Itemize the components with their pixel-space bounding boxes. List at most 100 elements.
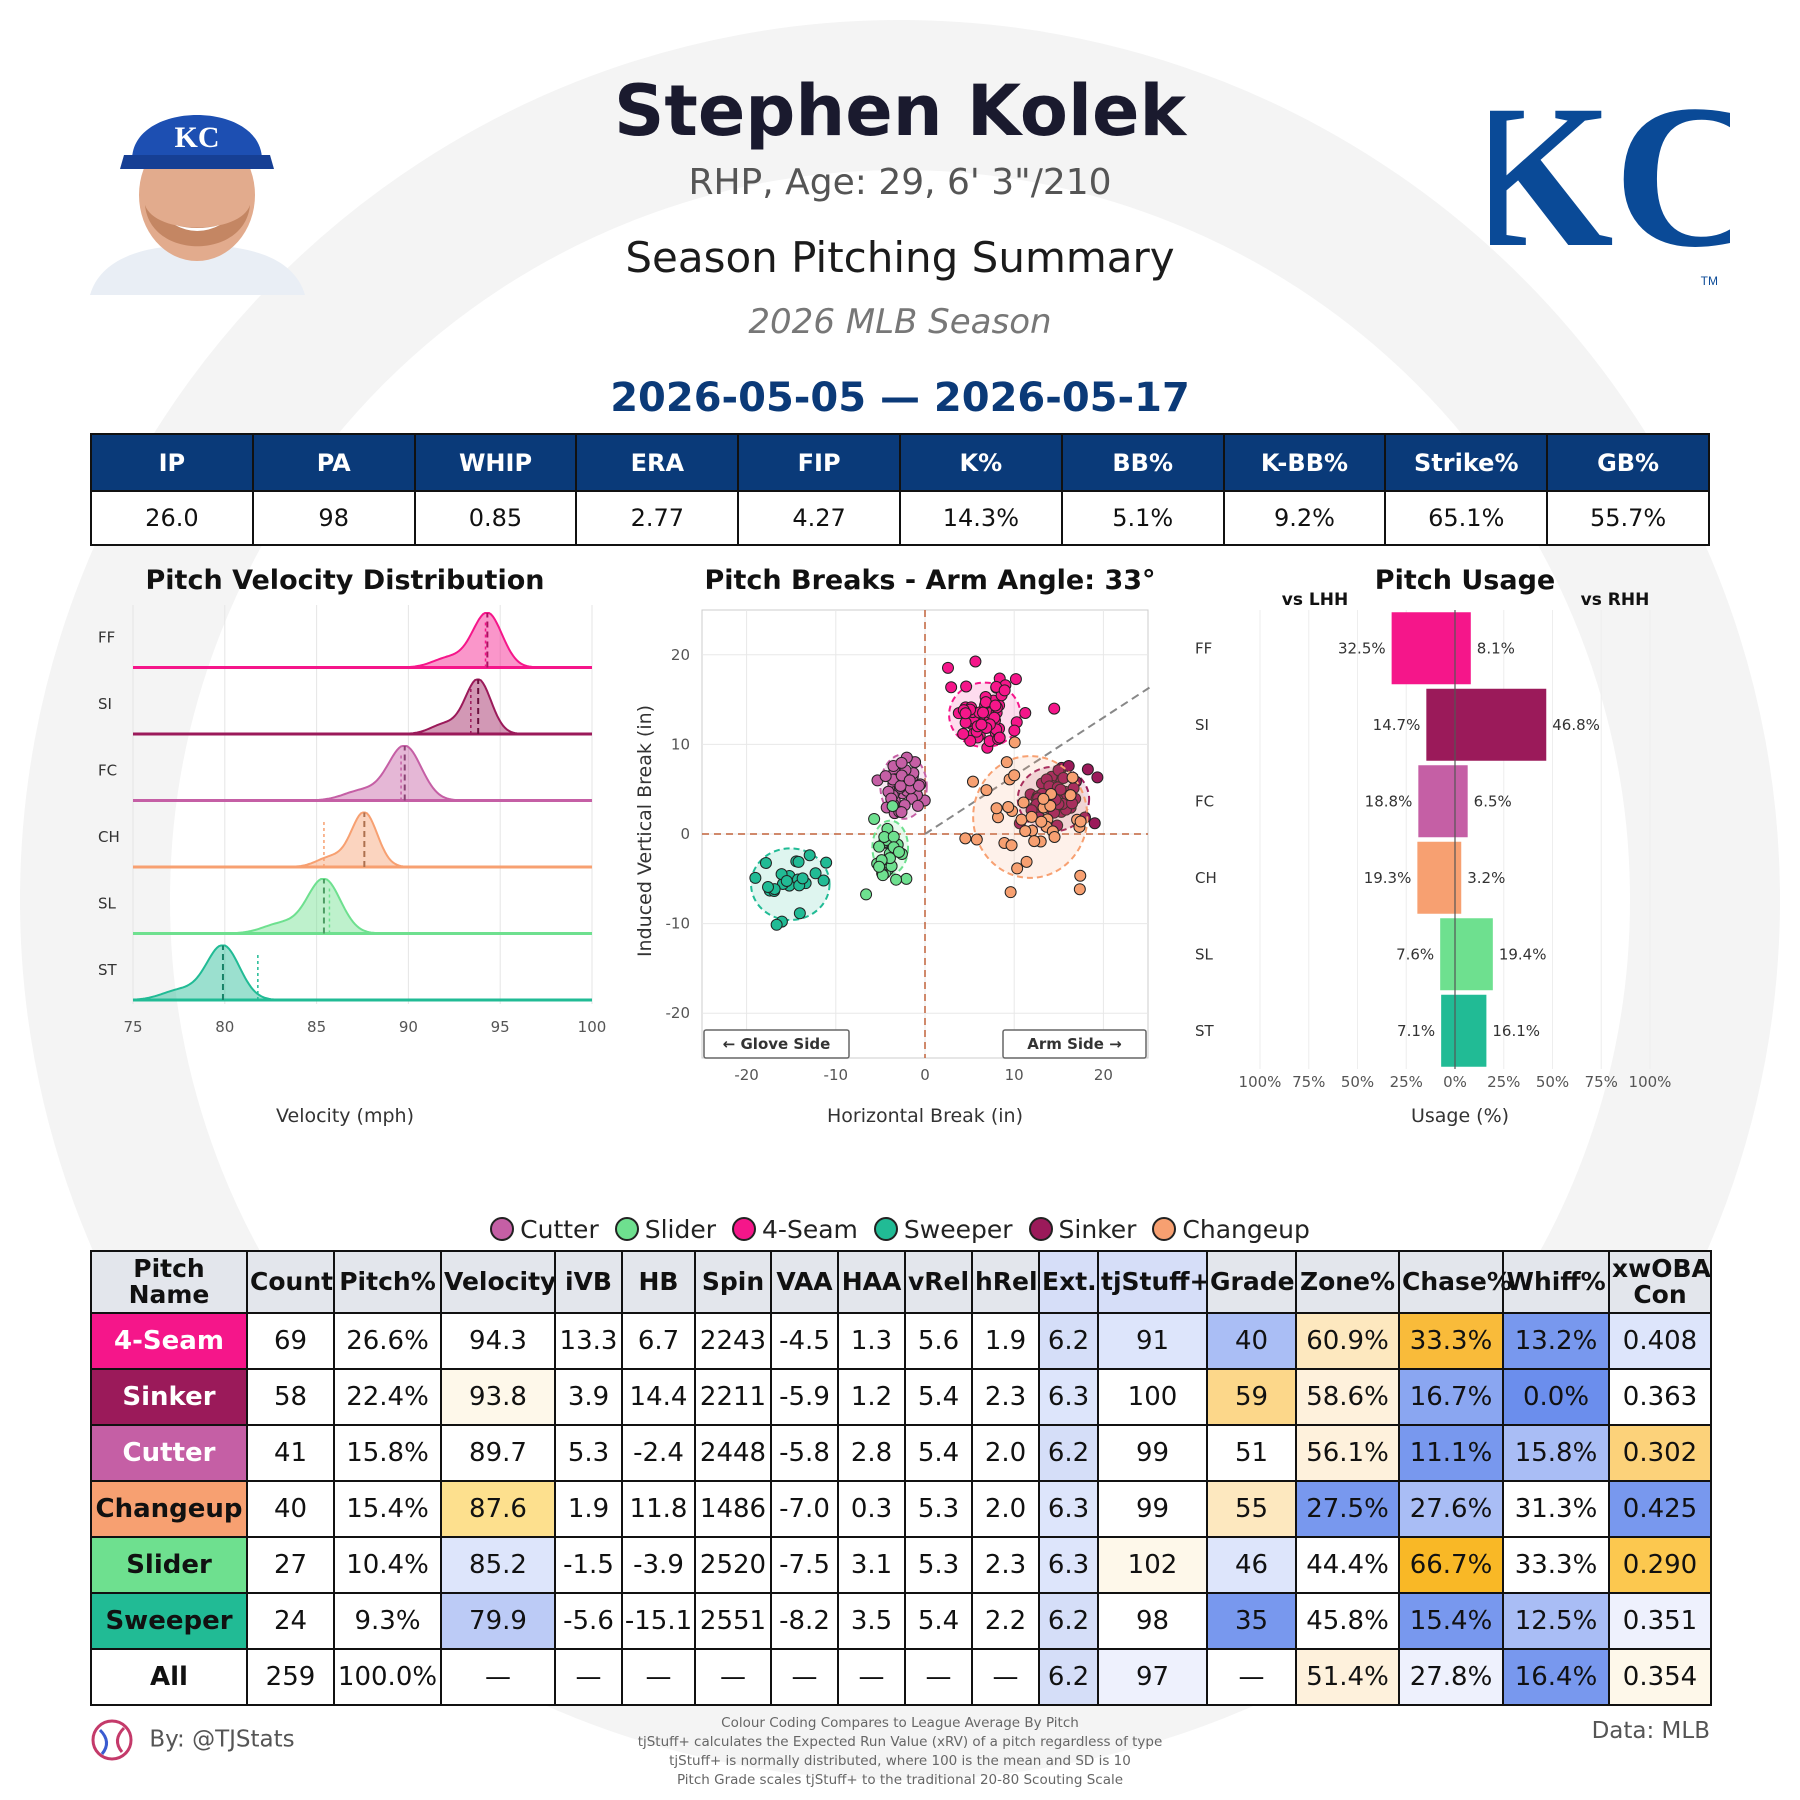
velocity-density-line-FF — [133, 612, 591, 669]
velocity-tick-label: 95 — [491, 1018, 510, 1036]
pitch-table-cell: — — [770, 1648, 839, 1706]
break-point-Slider — [873, 840, 886, 853]
pitch-table-cell: 2211 — [694, 1368, 772, 1426]
break-point-Changeup — [1017, 796, 1030, 809]
pitch-table-row: 4-Seam 69 26.6% 94.3 13.3 6.7 2243 -4.5 1.3 5.6 1.… — [90, 1312, 1712, 1370]
pitch-table-cell: 58.6% — [1295, 1368, 1400, 1426]
footnote: Colour Coding Compares to League Average… — [721, 1715, 1079, 1731]
break-point-Slider — [890, 873, 903, 886]
pitch-name-cell: 4-Seam — [90, 1312, 248, 1370]
pitch-table-cell: 91 — [1097, 1312, 1208, 1370]
pitch-name-cell: Slider — [90, 1536, 248, 1594]
pitch-table-cell: 0.351 — [1608, 1592, 1712, 1650]
usage-bar-rhh-ST — [1455, 994, 1487, 1067]
break-point-Sweeper — [817, 874, 830, 887]
report-subtitle: Season Pitching Summary — [625, 233, 1175, 282]
pitch-table-cell: 2520 — [694, 1536, 772, 1594]
pitch-table-cell: 22.4% — [333, 1368, 442, 1426]
legend-item: Sinker — [1028, 1215, 1136, 1244]
pitch-table-cell: 44.4% — [1295, 1536, 1400, 1594]
break-point-Cutter — [912, 779, 925, 792]
break-x-tick: -10 — [824, 1066, 849, 1084]
break-point-4-Seam — [941, 661, 954, 674]
pitch-table-row: Cutter 41 15.8% 89.7 5.3 -2.4 2448 -5.8 2.8 5.4 2.… — [90, 1424, 1712, 1482]
break-point-Slider — [900, 872, 913, 885]
break-point-Changeup — [980, 784, 993, 797]
usage-x-axis-label: Usage (%) — [1410, 1105, 1510, 1127]
break-point-4-Seam — [1009, 673, 1022, 686]
break-y-tick: 0 — [680, 825, 690, 843]
pitch-table-header: Spin — [694, 1250, 772, 1314]
legend-label: Slider — [644, 1215, 717, 1244]
usage-tick-label: 100% — [1239, 1073, 1282, 1091]
usage-row-label: ST — [1195, 1022, 1215, 1040]
break-point-Slider — [887, 830, 900, 843]
break-point-Changeup — [1074, 815, 1087, 828]
pitch-table-cell: 51.4% — [1295, 1648, 1400, 1706]
pitch-table-cell: 99 — [1097, 1424, 1208, 1482]
pitch-name-cell: Cutter — [90, 1424, 248, 1482]
pitch-table-cell: 0.0% — [1502, 1368, 1610, 1426]
pitch-table-cell: 5.6 — [904, 1312, 973, 1370]
pitch-table-cell: 102 — [1097, 1536, 1208, 1594]
pitch-table-cell: 3.5 — [837, 1592, 906, 1650]
velocity-x-axis-label: Velocity (mph) — [275, 1105, 414, 1127]
pitch-table-cell: 2.2 — [971, 1592, 1040, 1650]
pitch-table-cell: 15.4% — [1398, 1592, 1504, 1650]
break-x-tick: -20 — [734, 1066, 759, 1084]
pitch-table-cell: 60.9% — [1295, 1312, 1400, 1370]
pitch-table-cell: -1.5 — [554, 1536, 623, 1594]
break-point-Changeup — [1048, 831, 1061, 844]
usage-bar-rhh-SL — [1455, 918, 1493, 991]
break-point-4-Seam — [998, 684, 1011, 697]
pitch-table-cell: 0.363 — [1608, 1368, 1712, 1426]
pitch-name-cell: Sweeper — [90, 1592, 248, 1650]
stat-header: Strike% — [1384, 433, 1549, 492]
pitch-table-cell: 13.3 — [554, 1312, 623, 1370]
break-point-4-Seam — [989, 699, 1002, 712]
velocity-tick-label: 90 — [399, 1018, 418, 1036]
break-point-4-Seam — [975, 718, 988, 731]
break-point-Changeup — [1004, 886, 1017, 899]
pitch-table-cell: 56.1% — [1295, 1424, 1400, 1482]
pitch-table-cell: 259 — [246, 1648, 335, 1706]
break-point-4-Seam — [964, 734, 977, 747]
break-point-4-Seam — [1048, 702, 1061, 715]
break-point-Changeup — [970, 833, 983, 846]
pitch-table-cell: 41 — [246, 1424, 335, 1482]
break-point-Changeup — [1025, 810, 1038, 823]
usage-tick-label: 50% — [1536, 1073, 1569, 1091]
pitch-table-header: Ext. — [1038, 1250, 1099, 1314]
pitch-break-chart: -20 -10 0 10 20 20 10 0 -10 -20 ← Glove Side Arm Si… — [666, 609, 1150, 1084]
pitch-table-cell: 79.9 — [440, 1592, 556, 1650]
pitch-table-cell: 99 — [1097, 1480, 1208, 1538]
velocity-row-label: FF — [98, 628, 115, 646]
pitch-table-cell: -7.5 — [770, 1536, 839, 1594]
pitch-table-cell: -4.5 — [770, 1312, 839, 1370]
break-point-Changeup — [959, 832, 972, 845]
pitch-table-cell: 15.4% — [333, 1480, 442, 1538]
legend-marker — [1028, 1217, 1053, 1241]
pitch-table-header: Count — [246, 1250, 335, 1314]
break-point-Sinker — [1088, 817, 1101, 830]
stat-header: ERA — [575, 433, 740, 492]
pitch-table-cell: 1.9 — [554, 1480, 623, 1538]
stat-header: FIP — [737, 433, 901, 492]
pitch-table-cell: 40 — [246, 1480, 335, 1538]
team-logo: KC TM — [1490, 80, 1730, 290]
velocity-chart-title: Pitch Velocity Distribution — [145, 565, 545, 596]
stat-header: GB% — [1546, 433, 1710, 492]
velocity-tick-label: 80 — [215, 1018, 234, 1036]
usage-tick-label: 0% — [1443, 1073, 1467, 1091]
usage-right-label: vs RHH — [1580, 590, 1650, 610]
usage-label-lhh: 14.7% — [1373, 716, 1421, 734]
pitch-table-cell: 3.1 — [837, 1536, 906, 1594]
break-point-4-Seam — [1008, 724, 1021, 737]
stat-value: 98 — [251, 490, 416, 546]
velocity-density-SL — [133, 879, 592, 934]
pitch-table-cell: 3.9 — [554, 1368, 623, 1426]
usage-label-lhh: 7.1% — [1397, 1022, 1435, 1040]
break-point-Sweeper — [761, 881, 774, 894]
break-point-Sweeper — [820, 856, 833, 869]
pitch-table-row: Changeup 40 15.4% 87.6 1.9 11.8 1486 -7.0 0.3 5.3… — [90, 1480, 1712, 1538]
